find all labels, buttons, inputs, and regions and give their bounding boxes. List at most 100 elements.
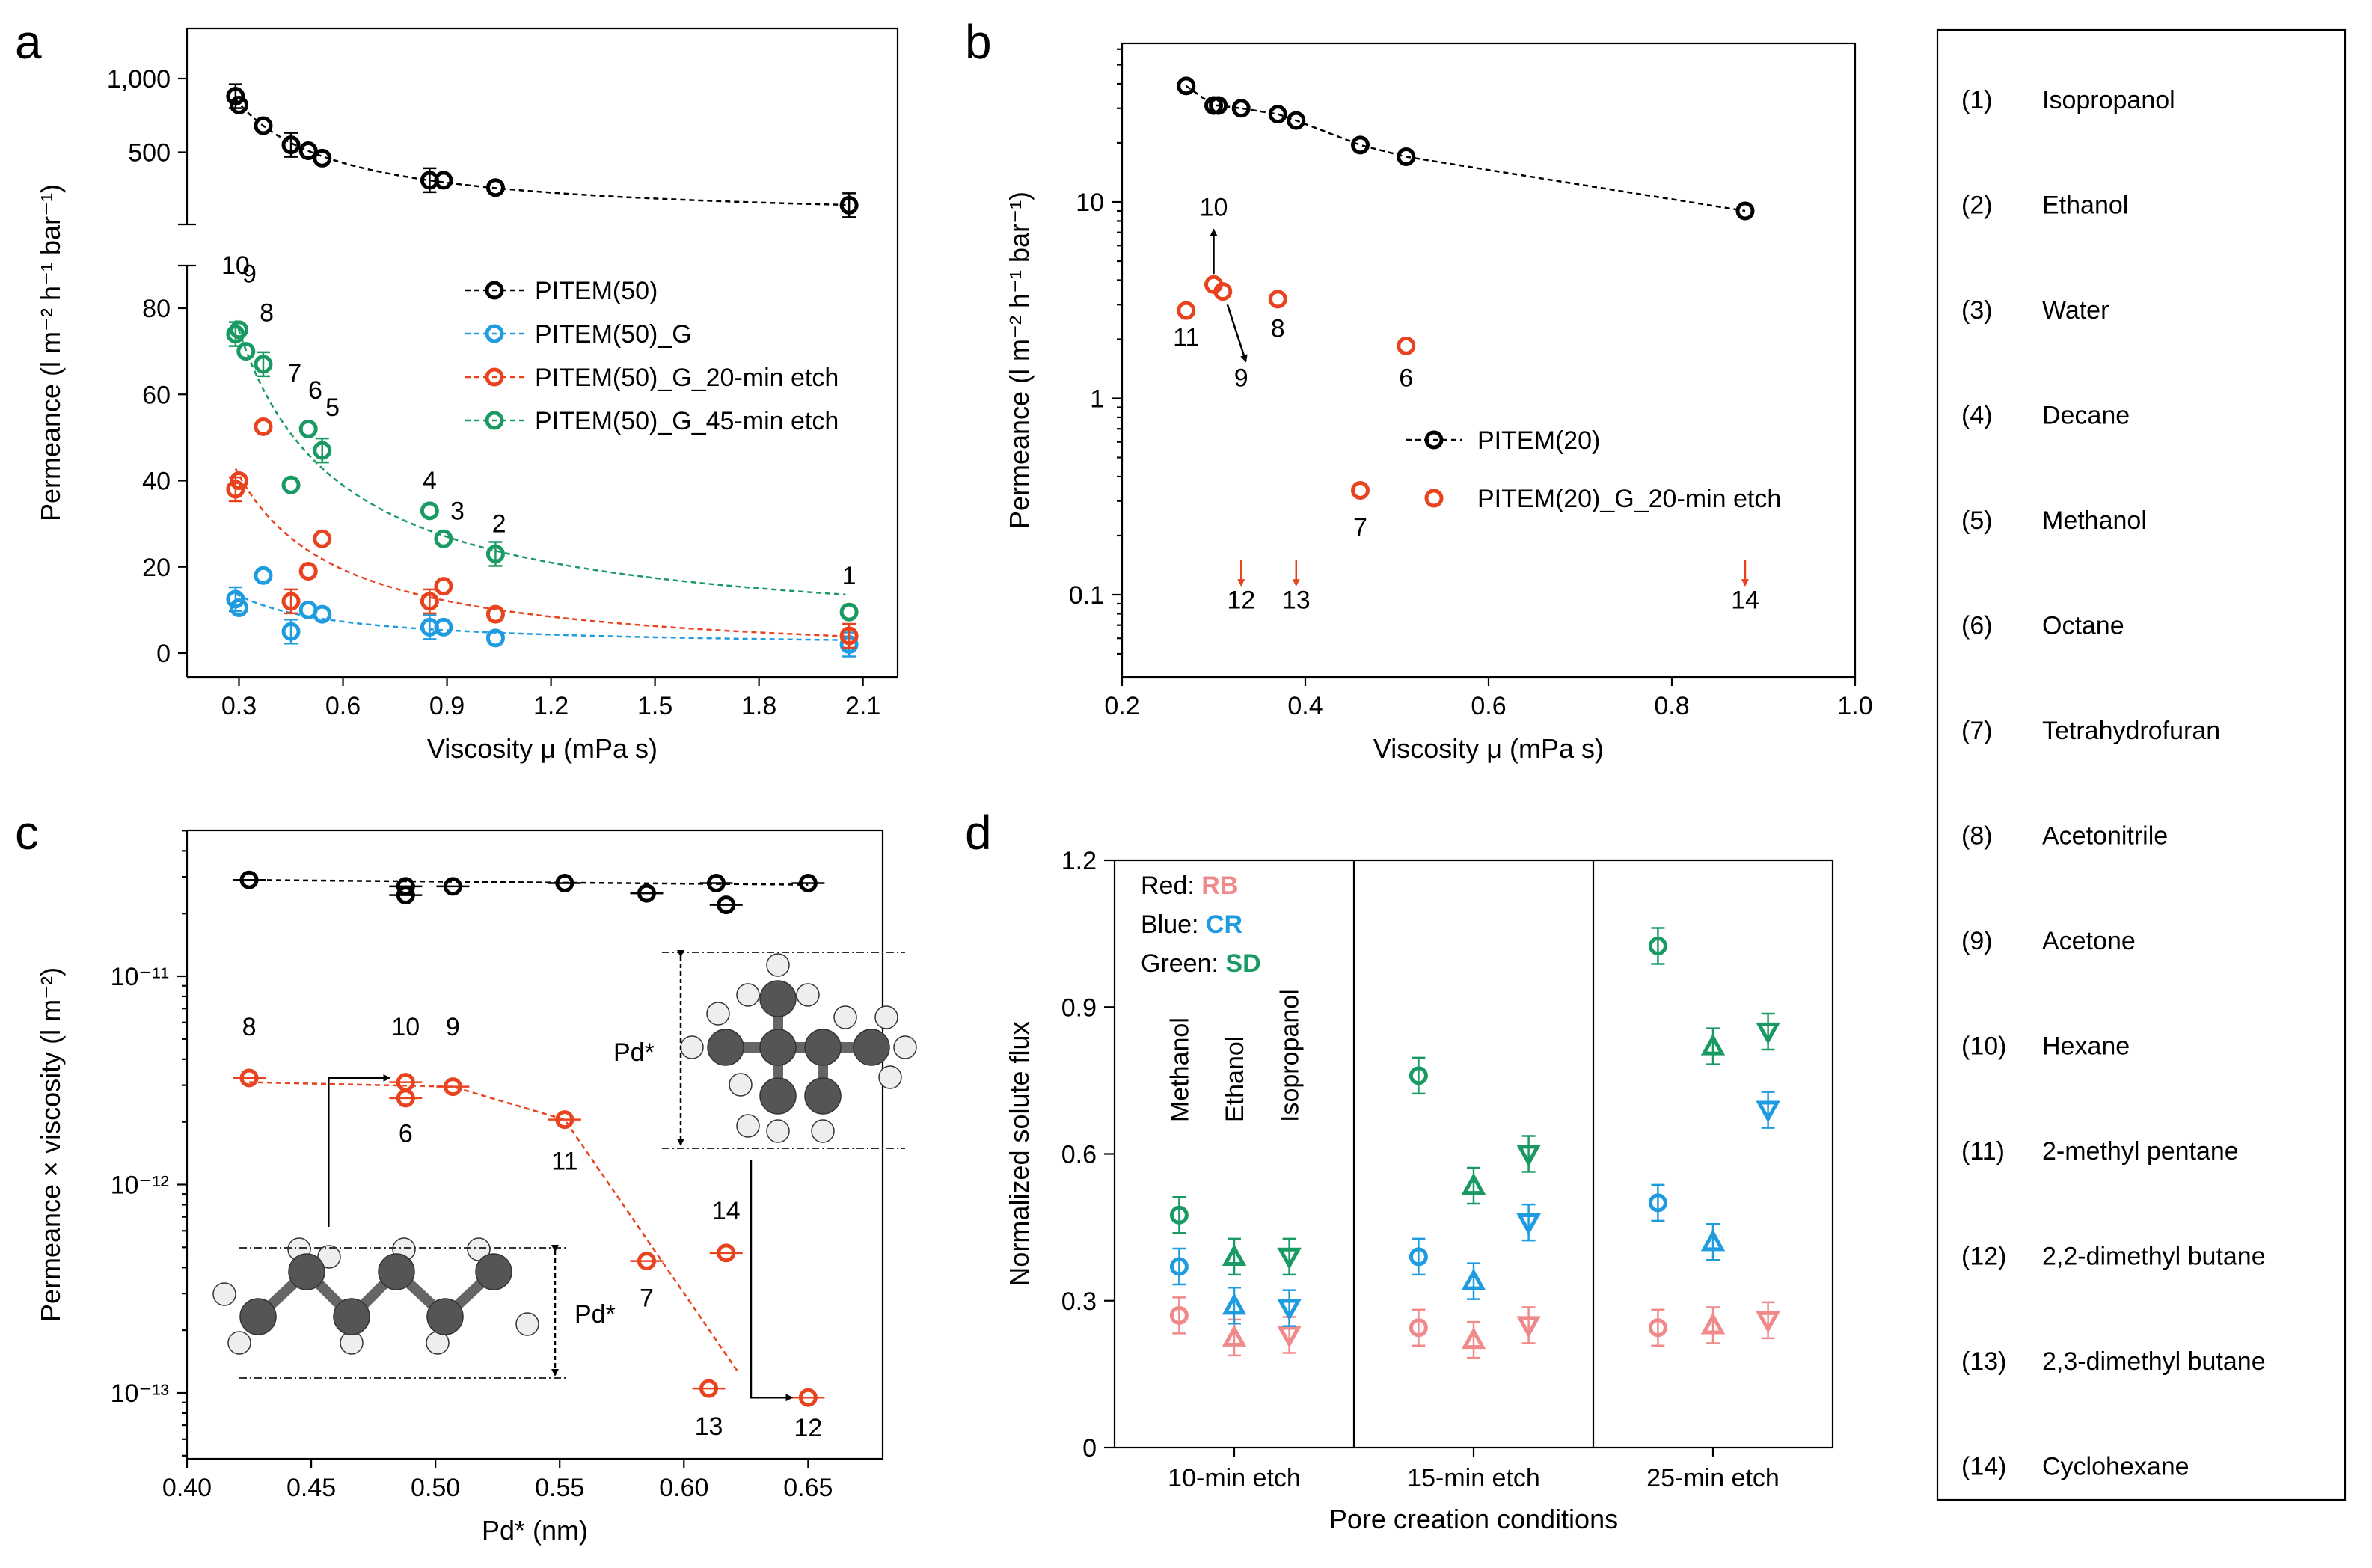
- molecule-atom: [878, 1065, 902, 1089]
- x-tick-label: 0.6: [1471, 692, 1506, 720]
- legend-name: CR: [1206, 910, 1242, 939]
- legend-label: PITEM(50)_G_45-min etch: [535, 407, 839, 435]
- legend-item-name: Hexane: [2042, 1032, 2130, 1061]
- x-axis-label: Pore creation conditions: [1329, 1504, 1618, 1534]
- solvent-label: Methanol: [1165, 1017, 1194, 1122]
- legend-item-name: 2,2-dimethyl butane: [2042, 1243, 2266, 1271]
- data-point: [1177, 76, 1196, 96]
- data-point: [313, 148, 332, 168]
- point-label: 7: [640, 1284, 654, 1312]
- molecule-atom: [288, 1253, 325, 1290]
- panel-c: 0.40 0.45 0.50 0.55 0.60 0.65 Pd* (nm) 10⁻¹³ 10⁻…: [35, 829, 917, 1546]
- data-point: [1222, 1293, 1247, 1315]
- connector-arrow: [750, 1160, 794, 1402]
- molecule-atom: [893, 1035, 917, 1059]
- point-label: 10: [221, 251, 250, 280]
- panel-label-c: c: [15, 806, 39, 860]
- category-label: 15-min etch: [1407, 1464, 1540, 1492]
- legend-item-name: Cyclohexane: [2042, 1453, 2189, 1481]
- point-label: 6: [1399, 364, 1413, 393]
- y-tick-label: 40: [142, 468, 171, 496]
- legend-item-number: (10): [1961, 1032, 2006, 1061]
- data-point: [1351, 480, 1370, 500]
- data-point: [1169, 1305, 1189, 1325]
- data-point: [1268, 105, 1287, 124]
- data-point: [1213, 282, 1233, 301]
- molecule-atom: [467, 1237, 491, 1261]
- y-tick-label: 1,000: [107, 65, 171, 94]
- molecule-atom: [239, 1298, 277, 1335]
- x-tick-label: 0.45: [286, 1474, 336, 1502]
- molecule-atom: [804, 1077, 842, 1115]
- legend-item-number: (3): [1961, 296, 1993, 325]
- y-tick-label: 60: [142, 381, 171, 409]
- legend-prefix: Blue:: [1141, 910, 1206, 939]
- molecule-atom: [317, 1245, 341, 1269]
- fit-curve: [1186, 85, 1746, 212]
- legend-item-number: (1): [1961, 86, 1993, 114]
- legend-item-number: (2): [1961, 192, 1993, 220]
- x-tick-label: 0.65: [783, 1474, 833, 1502]
- connector-arrow: [328, 1074, 391, 1227]
- data-point: [254, 355, 273, 374]
- molecule-atom: [811, 1119, 835, 1143]
- data-point: [485, 178, 505, 197]
- molecule-atom: [426, 1298, 464, 1335]
- molecule-atom: [833, 1005, 857, 1029]
- legend-marker: [485, 367, 504, 387]
- y-tick-label: 0: [156, 640, 171, 668]
- category-label: 25-min etch: [1646, 1464, 1780, 1492]
- fit-curve: [234, 468, 846, 637]
- data-point: [798, 1388, 818, 1407]
- data-point: [434, 577, 453, 596]
- trend-line: [249, 1081, 740, 1373]
- solvent-legend: (1) Isopropanol (2) Ethanol (3) Water (4) Decan…: [1936, 28, 2347, 1501]
- data-point: [1461, 1172, 1486, 1195]
- data-point: [281, 592, 301, 611]
- y-axis-label: Permeance (l m⁻² h⁻¹ bar⁻¹): [35, 184, 66, 521]
- x-axis-label: Viscosity μ (mPa s): [427, 733, 658, 764]
- data-point: [699, 1379, 718, 1398]
- data-point: [1648, 1193, 1667, 1213]
- point-label: 11: [551, 1147, 577, 1175]
- data-point: [313, 604, 332, 624]
- point-label: 2: [492, 510, 506, 539]
- data-point: [230, 320, 249, 340]
- legend-item-name: Ethanol: [2042, 192, 2128, 220]
- panel-a: 0.3 0.6 0.9 1.2 1.5 1.8 2.1 Viscosity μ (mPa s)…: [35, 27, 899, 764]
- legend-item-number: (7): [1961, 717, 1993, 745]
- molecule-atom: [759, 1029, 797, 1066]
- molecule-atom: [729, 1073, 753, 1097]
- data-point: [1397, 336, 1416, 355]
- point-label: 4: [423, 467, 437, 495]
- data-point: [281, 622, 301, 641]
- molecule-atom: [680, 1035, 704, 1059]
- legend-item-name: Isopropanol: [2042, 86, 2175, 114]
- legend-item-number: (5): [1961, 506, 1993, 535]
- data-point: [443, 877, 462, 896]
- legend-name: SD: [1225, 949, 1260, 978]
- legend-entry: Red: RB: [1141, 872, 1238, 900]
- y-axis-label: Permeance × viscosity (l m⁻²): [35, 967, 66, 1322]
- point-label: 13: [1282, 587, 1311, 615]
- data-point: [443, 1077, 462, 1097]
- legend-item-name: Decane: [2042, 402, 2130, 430]
- legend-item-number: (4): [1961, 402, 1993, 430]
- panel-label-d: d: [965, 806, 992, 860]
- point-label: 14: [1731, 587, 1759, 615]
- data-point: [1277, 1326, 1302, 1348]
- data-point: [1735, 201, 1755, 221]
- data-point: [434, 171, 453, 190]
- x-tick-label: 0.40: [162, 1474, 212, 1502]
- data-point: [396, 1088, 415, 1108]
- data-point: [1700, 1033, 1726, 1056]
- y-tick-label: 10: [1076, 189, 1104, 217]
- legend-marker: [1424, 430, 1444, 450]
- plot-frame: [186, 829, 884, 1460]
- data-point: [1222, 1243, 1247, 1266]
- solvent-label: Ethanol: [1221, 1036, 1249, 1122]
- x-tick-label: 0.55: [535, 1474, 584, 1502]
- legend-label: PITEM(20)_G_20-min etch: [1477, 485, 1781, 513]
- solvent-label: Isopropanol: [1276, 989, 1305, 1122]
- point-label: 10: [391, 1013, 420, 1041]
